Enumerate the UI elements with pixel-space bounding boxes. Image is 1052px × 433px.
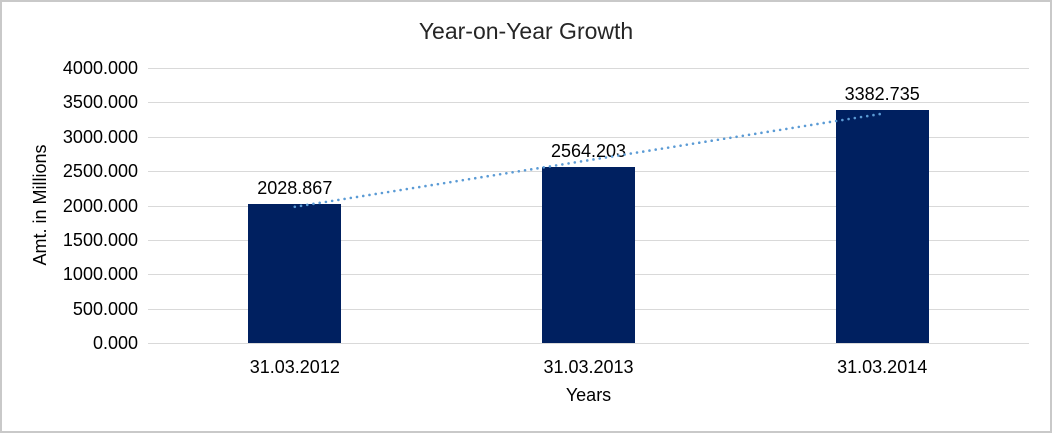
bar <box>248 203 342 343</box>
y-tick-label: 2000.000 <box>62 195 138 216</box>
chart-title: Year-on-Year Growth <box>418 18 634 44</box>
x-tick-label: 31.03.2014 <box>837 357 928 377</box>
x-axis-title: Years <box>565 385 612 405</box>
y-tick-label: 2500.000 <box>62 161 138 182</box>
y-tick-label: 0.000 <box>92 333 138 353</box>
bar <box>835 110 929 343</box>
bar-value-label: 2028.867 <box>257 177 333 198</box>
bar-value-label: 3382.735 <box>844 84 920 105</box>
gridline <box>148 68 1029 69</box>
y-tick-label: 3500.000 <box>62 92 138 113</box>
x-tick-label: 31.03.2013 <box>543 357 634 377</box>
y-tick-label: 3000.000 <box>62 126 138 147</box>
y-tick-label: 1500.000 <box>62 229 138 250</box>
bar <box>542 166 635 343</box>
y-tick-label: 500.000 <box>72 298 138 319</box>
bar-value-label: 2564.203 <box>550 140 627 161</box>
gridline <box>148 343 1029 344</box>
y-tick-label: 1000.000 <box>62 264 138 285</box>
gridline <box>148 102 1029 104</box>
x-tick-label: 31.03.2012 <box>249 357 340 377</box>
y-tick-label: 4000.000 <box>62 58 138 78</box>
